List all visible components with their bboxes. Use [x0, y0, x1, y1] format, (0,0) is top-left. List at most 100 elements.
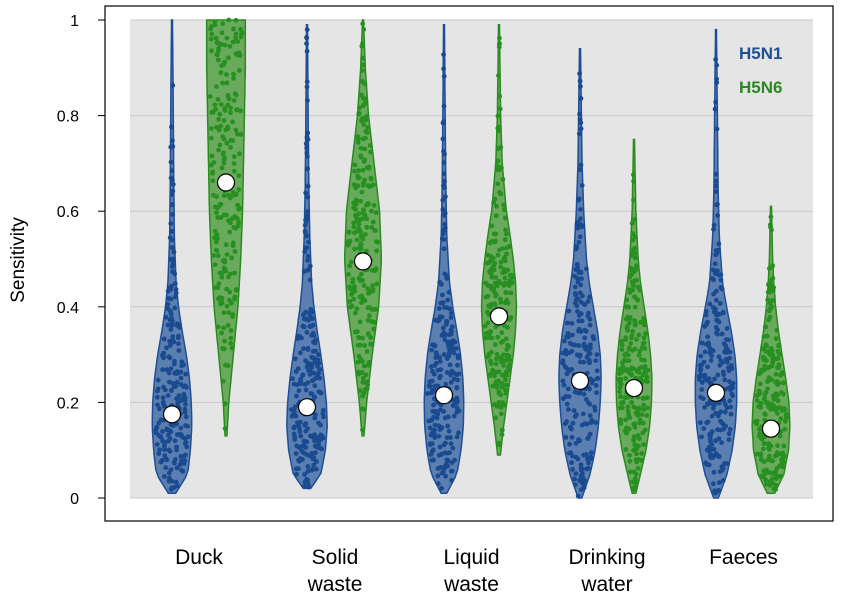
data-point [489, 223, 495, 229]
data-point [161, 336, 167, 342]
data-point [168, 487, 174, 492]
data-point [578, 126, 584, 132]
data-point [714, 297, 719, 303]
data-point [441, 246, 447, 252]
median-marker [761, 419, 781, 438]
data-point [719, 286, 725, 292]
data-point [160, 367, 166, 373]
data-point [367, 143, 373, 148]
data-point [209, 48, 214, 54]
data-point [305, 464, 311, 469]
data-point [304, 364, 310, 370]
data-point [698, 368, 703, 373]
data-point [364, 165, 370, 171]
data-point [179, 359, 185, 365]
data-point [431, 447, 436, 453]
data-point [361, 210, 366, 216]
data-point [172, 457, 178, 462]
median-markers [162, 173, 781, 438]
data-point [235, 223, 241, 229]
data-point [158, 434, 164, 440]
data-point [773, 391, 779, 397]
data-point [365, 286, 371, 292]
data-point [209, 31, 215, 37]
data-point [640, 372, 646, 378]
data-point [622, 395, 628, 401]
data-point [319, 446, 325, 452]
data-point [172, 281, 178, 286]
data-point [705, 419, 711, 425]
data-point [765, 289, 771, 295]
data-point [169, 388, 174, 393]
data-point [577, 438, 582, 444]
data-point [579, 276, 584, 282]
data-point [632, 442, 638, 448]
data-point [221, 325, 227, 331]
data-point [444, 356, 450, 361]
data-point [301, 269, 307, 274]
data-point [564, 419, 570, 425]
data-point [492, 342, 498, 348]
data-point [164, 367, 170, 373]
data-point [359, 233, 364, 239]
data-point [222, 259, 227, 265]
data-point [619, 347, 625, 352]
data-point [437, 359, 443, 364]
data-point [316, 352, 321, 358]
data-point [714, 288, 719, 294]
data-point [162, 474, 167, 479]
data-point [713, 438, 719, 443]
data-point [216, 45, 222, 51]
data-point [709, 413, 715, 419]
data-point [362, 343, 368, 348]
data-point [166, 354, 172, 360]
data-point [635, 466, 641, 471]
data-point [569, 460, 574, 465]
data-point [491, 200, 496, 206]
data-point [713, 99, 719, 105]
data-point [496, 369, 502, 375]
data-point [357, 388, 363, 394]
data-point [578, 96, 584, 101]
data-point [441, 52, 446, 57]
data-point [726, 437, 732, 443]
data-point [302, 479, 308, 485]
data-point [721, 341, 727, 347]
data-point [767, 351, 772, 357]
data-point [779, 460, 785, 466]
data-point [305, 347, 311, 352]
data-point [447, 362, 453, 368]
data-point [581, 391, 587, 397]
data-point [182, 436, 188, 442]
data-point [215, 324, 221, 330]
data-point [456, 430, 461, 436]
data-point [233, 31, 239, 37]
data-point [300, 323, 306, 329]
x-category-label: waste [443, 573, 499, 592]
data-point [309, 364, 315, 370]
data-point [172, 271, 178, 277]
data-point [502, 275, 508, 281]
data-point [441, 352, 447, 357]
data-point [775, 443, 780, 449]
data-point [427, 384, 433, 389]
data-point [236, 50, 242, 56]
data-point [579, 318, 585, 324]
data-point [592, 407, 598, 413]
data-point [574, 303, 580, 309]
data-point [364, 216, 370, 222]
data-point [441, 171, 447, 177]
data-point [305, 130, 311, 136]
data-point [435, 481, 441, 487]
data-point [445, 463, 450, 469]
data-point [353, 201, 359, 207]
data-point [291, 407, 296, 412]
data-point [168, 296, 174, 302]
data-point [162, 404, 168, 409]
data-point [306, 239, 311, 245]
data-point [444, 435, 450, 440]
data-point [301, 346, 306, 351]
data-point [708, 455, 714, 460]
data-point [578, 207, 583, 212]
data-point [577, 78, 583, 84]
